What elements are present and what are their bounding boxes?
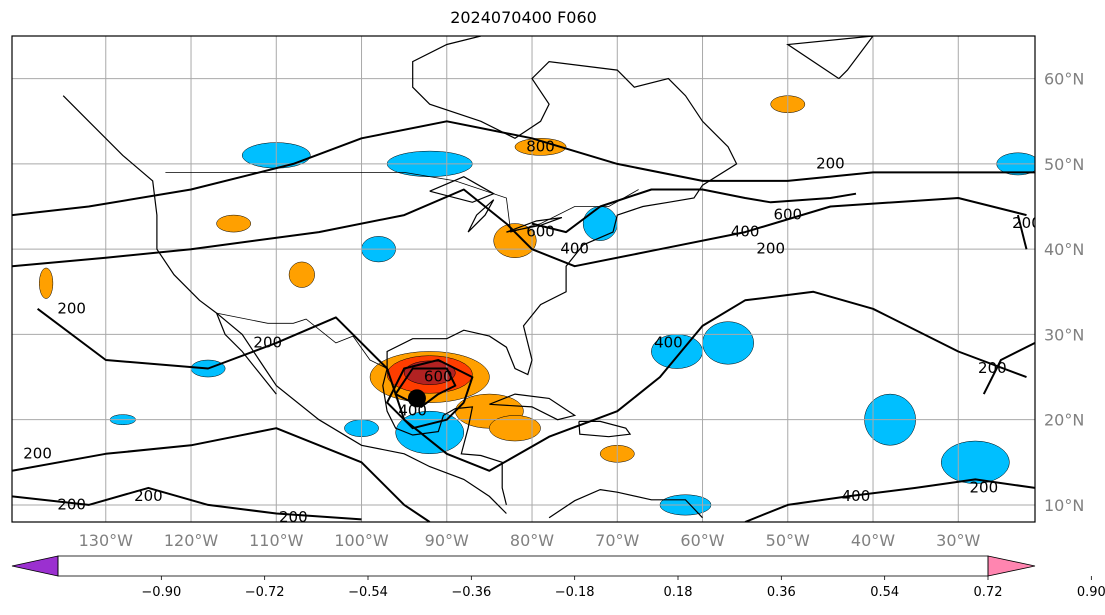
latitude-tick-label: 20°N <box>1044 411 1084 430</box>
shaded-region <box>489 415 541 442</box>
contour-label: 600 <box>424 368 453 386</box>
coastlines <box>62 36 874 519</box>
longitude-tick-label: 80°W <box>510 531 554 550</box>
contour-label: 800 <box>526 137 555 155</box>
shaded-region <box>216 214 251 233</box>
shaded-region <box>39 267 54 299</box>
contour-line <box>531 188 857 234</box>
shaded-region <box>514 138 567 156</box>
contour-label: 200 <box>57 299 86 317</box>
map-title: 2024070400 F060 <box>450 8 597 27</box>
contour-label: 400 <box>731 223 760 241</box>
contour-line <box>394 367 457 408</box>
shaded-region <box>940 440 1010 484</box>
contour-label: 200 <box>756 240 785 258</box>
coastline <box>386 36 738 376</box>
contour-line <box>36 290 1027 472</box>
colorbar-tick-label: −0.36 <box>451 585 491 600</box>
coastline <box>489 393 577 421</box>
colorbar-tick-label: −0.72 <box>245 585 285 600</box>
contour-label: 400 <box>654 333 683 351</box>
contour-label: 200 <box>978 359 1007 377</box>
contour-label: 200 <box>1012 214 1041 232</box>
country-border <box>216 312 388 369</box>
coastline <box>506 217 563 233</box>
contour-line <box>12 120 1035 217</box>
contour-label: 200 <box>816 154 845 172</box>
contour-label: 200 <box>253 333 282 351</box>
longitude-tick-label: 90°W <box>425 531 469 550</box>
colorbar-extend-low <box>11 555 59 577</box>
shaded-region <box>403 360 456 385</box>
colorbar-tick-label: −0.90 <box>141 585 181 600</box>
lat-lon-gridlines <box>12 36 1035 522</box>
colorbar-tick-label: 0.72 <box>974 585 1003 600</box>
colorbar-tick-label: 0.36 <box>767 585 796 600</box>
contour-line <box>982 342 1035 395</box>
colorbar-tick-label: 0.54 <box>870 585 899 600</box>
longitude-tick-label: 130°W <box>79 531 134 550</box>
latitude-tick-label: 30°N <box>1044 325 1084 344</box>
longitude-tick-label: 30°W <box>936 531 980 550</box>
latitude-tick-label: 50°N <box>1044 155 1084 174</box>
contour-label: 600 <box>526 223 555 241</box>
contour-label: 200 <box>134 487 163 505</box>
contour-line <box>386 359 474 430</box>
contour-label: 200 <box>57 495 86 513</box>
colorbar-tick-label: 0.90 <box>1077 585 1105 600</box>
colorbar-extend-high <box>987 555 1036 577</box>
longitude-tick-labels: 130°W 120°W 110°W 100°W 90°W 80°W 70°W 60°W 50°W… <box>79 531 981 550</box>
coastline <box>382 368 507 506</box>
contour-line <box>1016 214 1028 250</box>
contour-label: 200 <box>23 444 52 462</box>
height-contours <box>12 120 1035 522</box>
latitude-tick-label: 60°N <box>1044 70 1084 89</box>
latitude-tick-label: 40°N <box>1044 240 1084 259</box>
longitude-tick-label: 110°W <box>249 531 304 550</box>
contour-line <box>744 478 1035 522</box>
country-border <box>165 171 639 233</box>
contour-label: 200 <box>970 478 999 496</box>
coastline <box>548 488 703 519</box>
shaded-region <box>702 321 754 365</box>
coastline <box>786 36 874 80</box>
longitude-tick-label: 50°W <box>766 531 810 550</box>
contour-label: 600 <box>773 206 802 224</box>
colorbar-tick-label: 0.18 <box>664 585 693 600</box>
colorbar: −0.90 −0.72 −0.54 −0.36 −0.18 0.18 0.36 0.54 0.7… <box>11 555 1105 600</box>
contour-label: 400 <box>560 240 589 258</box>
map-background <box>12 36 1035 522</box>
coastline <box>216 312 277 395</box>
contour-line <box>12 188 1027 268</box>
shaded-region <box>582 206 618 241</box>
longitude-tick-label: 60°W <box>680 531 724 550</box>
longitude-tick-label: 120°W <box>164 531 219 550</box>
colorbar-frame <box>57 555 989 577</box>
longitude-tick-label: 40°W <box>851 531 895 550</box>
storm-center-marker <box>407 389 426 408</box>
longitude-tick-label: 70°W <box>595 531 639 550</box>
contour-line <box>12 486 362 521</box>
contour-label: 400 <box>842 487 871 505</box>
latitude-tick-labels: 60°N 50°N 40°N 30°N 20°N 10°N <box>1044 70 1084 515</box>
latitude-tick-label: 10°N <box>1044 496 1084 515</box>
shaded-region <box>288 261 315 288</box>
contour-line <box>12 427 431 522</box>
coastline <box>467 199 495 233</box>
coastline <box>578 420 632 438</box>
colorbar-tick-label: −0.54 <box>348 585 388 600</box>
map-frame <box>11 35 1036 523</box>
contour-label: 200 <box>279 508 308 526</box>
longitude-tick-label: 100°W <box>334 531 389 550</box>
coastline <box>62 95 507 514</box>
colorbar-tick-label: −0.18 <box>555 585 595 600</box>
